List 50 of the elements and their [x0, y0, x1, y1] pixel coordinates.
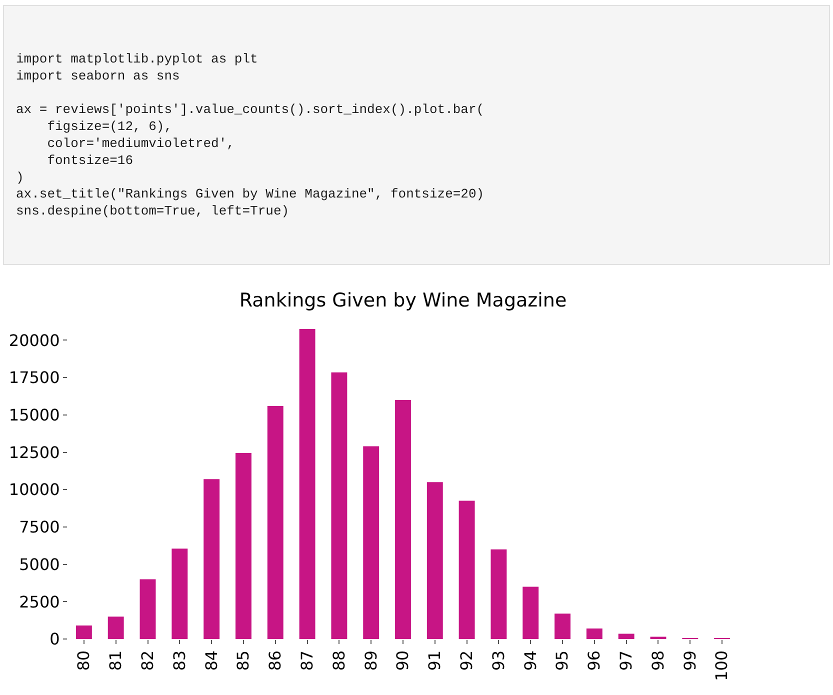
bar — [172, 548, 188, 639]
x-tick-label: 94 — [520, 650, 540, 671]
x-tick-label: 84 — [202, 650, 221, 671]
x-tick-label: 85 — [234, 650, 253, 671]
bar — [236, 453, 252, 639]
x-tick-label: 91 — [425, 650, 444, 671]
bar — [299, 329, 316, 639]
x-tick-label: 81 — [106, 650, 126, 671]
x-tick-label: 98 — [648, 650, 668, 671]
x-tick-label: 95 — [552, 650, 572, 671]
y-tick-label: 7500 — [19, 518, 60, 537]
bar — [426, 482, 443, 639]
y-tick-label: 5000 — [19, 554, 60, 574]
chart-title: Rankings Given by Wine Magazine — [239, 290, 567, 312]
x-tick-label: 92 — [457, 650, 476, 671]
y-tick-label: 17500 — [8, 368, 60, 388]
y-tick-label: 10000 — [8, 480, 60, 500]
x-tick-label: 100 — [712, 650, 732, 681]
bar — [618, 634, 634, 639]
bar — [204, 479, 220, 639]
bar — [267, 406, 284, 639]
bar — [363, 446, 380, 639]
x-tick-label: 99 — [680, 650, 700, 671]
x-tick-label: 88 — [329, 650, 348, 671]
bar — [586, 628, 602, 639]
y-tick-label: 15000 — [8, 406, 60, 424]
x-tick-label: 96 — [584, 650, 604, 671]
x-tick-label: 90 — [393, 650, 412, 671]
bar — [554, 614, 570, 639]
x-tick-label: 93 — [488, 650, 508, 671]
y-tick-label: 20000 — [8, 330, 60, 350]
bar — [395, 400, 411, 639]
x-tick-label: 83 — [170, 650, 189, 671]
x-tick-label: 89 — [361, 650, 380, 671]
x-tick-label: 97 — [616, 650, 636, 671]
x-tick-label: 86 — [266, 650, 285, 671]
bar — [76, 626, 92, 639]
x-tick-label: 87 — [297, 650, 316, 671]
bar — [331, 372, 348, 639]
x-tick-label: 82 — [138, 650, 157, 671]
y-tick-label: 2500 — [19, 592, 60, 612]
bar — [490, 549, 507, 639]
y-tick-label: 12500 — [8, 442, 60, 462]
bar — [108, 616, 124, 639]
text: import matplotlib.pyplot as plt import seaborn as sns ax = reviews['points'].value_counts().sort_index().plot.bar( figsize=(12, 6), color='mediumvioletred', fontsize=16 ) ax.set_title("Rankings Given by Wine Magazine", fontsize=20) sns.despine(bottom=True, left=True) — [16, 51, 484, 219]
x-tick-label: 80 — [74, 650, 94, 671]
bar — [522, 586, 539, 639]
y-tick-label: 0 — [50, 630, 60, 649]
bar — [458, 500, 475, 639]
bar — [140, 579, 156, 639]
